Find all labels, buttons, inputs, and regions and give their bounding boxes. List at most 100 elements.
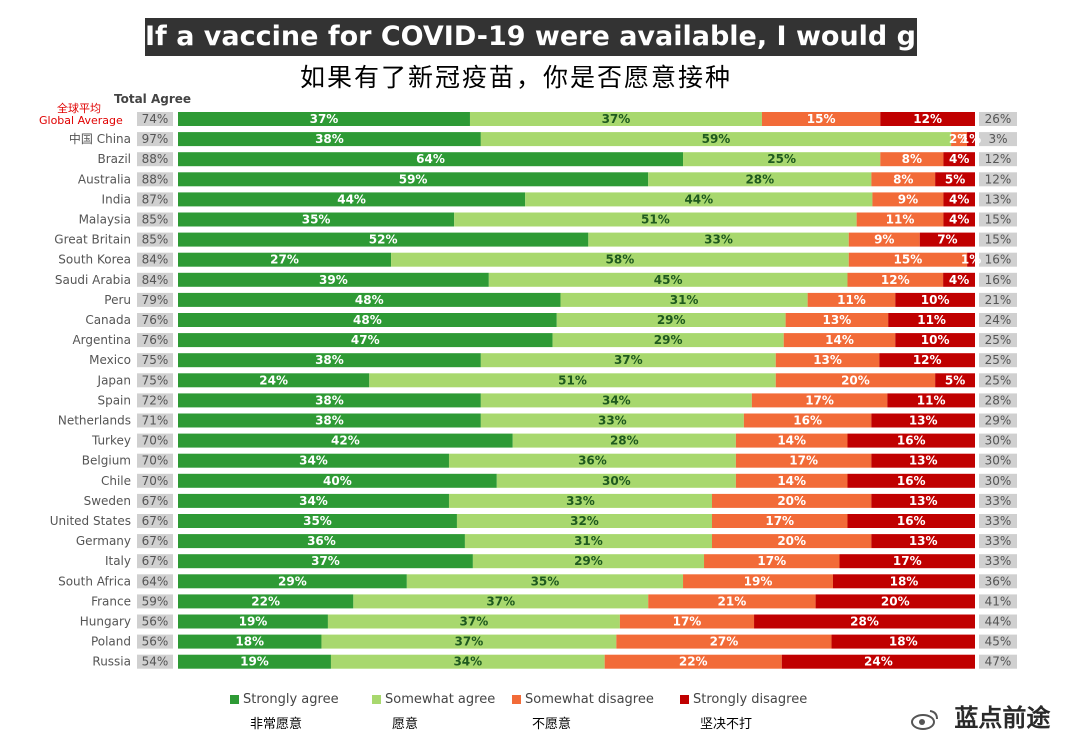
segment-label: 37% <box>455 635 484 649</box>
total-agree-value: 59% <box>142 594 169 608</box>
segment-label: 8% <box>893 172 913 186</box>
legend-label-cn: 坚决不打 <box>700 717 753 732</box>
bar-segment <box>369 373 776 388</box>
total-agree-box <box>137 252 173 267</box>
bar-segment <box>943 272 975 287</box>
segment-label: 11% <box>917 393 946 407</box>
segment-label: 51% <box>558 373 587 387</box>
bar-segment <box>847 433 975 448</box>
total-disagree-value: 25% <box>985 373 1012 387</box>
total-agree-value: 84% <box>142 273 169 287</box>
bar-segment <box>330 654 605 669</box>
bar-segment <box>751 393 888 408</box>
total-agree-value: 64% <box>142 574 169 588</box>
segment-label: 18% <box>889 635 918 649</box>
segment-label: 13% <box>813 353 842 367</box>
country-label: Russia <box>92 655 131 669</box>
segment-label: 38% <box>315 414 344 428</box>
bar-segment <box>832 574 975 589</box>
total-disagree-box <box>979 172 1017 187</box>
bar-segment <box>815 594 975 609</box>
total-agree-header: Total Agree <box>114 92 192 106</box>
bar-segment <box>848 252 968 267</box>
bar-segment <box>967 252 975 267</box>
bar-segment <box>178 333 553 348</box>
legend-swatch <box>372 695 381 704</box>
segment-label: 59% <box>399 172 428 186</box>
segment-label: 64% <box>416 152 445 166</box>
country-label: Spain <box>97 393 131 407</box>
total-agree-box <box>137 152 173 167</box>
bar-segment <box>831 634 975 649</box>
segment-label: 33% <box>566 494 595 508</box>
segment-label: 38% <box>315 353 344 367</box>
total-disagree-value: 29% <box>985 414 1012 428</box>
segment-label: 44% <box>337 192 366 206</box>
segment-label: 1% <box>961 253 981 267</box>
segment-label: 13% <box>909 414 938 428</box>
segment-label: 32% <box>570 514 599 528</box>
bar-segment <box>480 132 952 147</box>
bar-segment <box>512 433 736 448</box>
bar-segment <box>871 534 975 549</box>
total-disagree-box <box>979 232 1017 247</box>
bar-segment <box>735 473 848 488</box>
total-disagree-value: 25% <box>985 353 1012 367</box>
bar-segment <box>943 152 975 167</box>
bar-segment <box>967 132 975 147</box>
bar-segment <box>895 292 975 307</box>
country-label: Poland <box>91 635 131 649</box>
segment-label: 28% <box>850 615 879 629</box>
total-agree-box <box>137 353 173 368</box>
bar-segment <box>480 393 752 408</box>
total-agree-value: 97% <box>142 132 169 146</box>
bar-segment <box>178 232 589 247</box>
legend-swatch <box>230 695 239 704</box>
total-agree-value: 76% <box>142 313 169 327</box>
total-agree-value: 79% <box>142 293 169 307</box>
segment-label: 12% <box>913 353 942 367</box>
bar-segment <box>880 112 975 126</box>
segment-label: 14% <box>777 474 806 488</box>
segment-label: 16% <box>897 474 926 488</box>
total-disagree-box <box>979 574 1017 589</box>
bar-segment <box>616 634 832 649</box>
bar-segment <box>604 654 782 669</box>
total-agree-value: 56% <box>142 635 169 649</box>
total-disagree-value: 45% <box>985 635 1012 649</box>
segment-label: 39% <box>319 273 348 287</box>
bar-segment <box>935 373 975 388</box>
total-agree-box <box>137 654 173 669</box>
total-agree-value: 88% <box>142 172 169 186</box>
segment-label: 11% <box>886 213 915 227</box>
bar-segment <box>178 393 481 408</box>
segment-label: 14% <box>777 434 806 448</box>
bar-segment <box>648 594 816 609</box>
total-disagree-box <box>979 373 1017 388</box>
segment-label: 31% <box>574 534 603 548</box>
total-disagree-box <box>979 514 1017 528</box>
segment-label: 12% <box>881 273 910 287</box>
segment-label: 15% <box>807 112 836 126</box>
bar-segment <box>847 473 975 488</box>
total-agree-box <box>137 272 173 287</box>
country-label: Sweden <box>84 494 131 508</box>
total-disagree-box <box>979 313 1017 327</box>
total-disagree-box <box>979 413 1017 428</box>
segment-label: 40% <box>323 474 352 488</box>
total-agree-value: 67% <box>142 514 169 528</box>
total-agree-value: 56% <box>142 615 169 629</box>
bar-segment <box>178 534 465 549</box>
legend-label: Somewhat disagree <box>525 692 654 707</box>
watermark: 蓝点前途 <box>910 698 1050 733</box>
total-disagree-box <box>979 453 1017 468</box>
global-average-label-en: Global Average <box>39 114 123 127</box>
bar-segment <box>178 172 649 187</box>
country-label: Hungary <box>80 615 131 629</box>
bar-segment <box>711 514 848 528</box>
total-agree-box <box>137 112 173 126</box>
total-disagree-value: 33% <box>985 494 1012 508</box>
bar-segment <box>919 232 975 247</box>
total-disagree-box <box>979 192 1017 207</box>
total-agree-box <box>137 172 173 187</box>
